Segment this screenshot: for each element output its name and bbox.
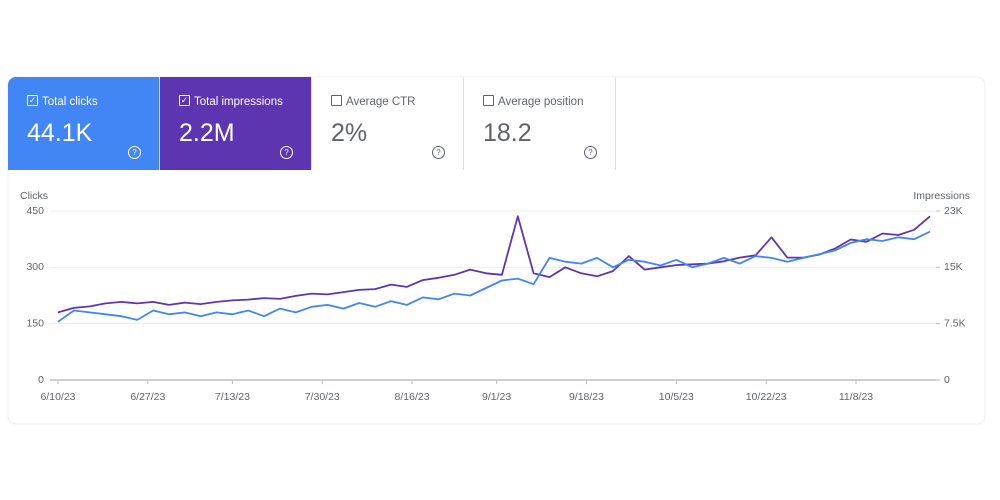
help-icon[interactable]: ? <box>280 146 293 159</box>
metric-label-text: Total impressions <box>194 96 283 108</box>
x-tick-label: 7/30/23 <box>305 391 340 403</box>
metric-label: Average position <box>483 95 584 108</box>
x-tick-label: 10/5/23 <box>659 391 694 403</box>
x-tick-label: 10/22/23 <box>746 391 787 403</box>
checkbox[interactable]: ✓ <box>27 95 38 106</box>
y-tick-label: 0 <box>38 374 44 386</box>
metric-value: 2.2M <box>179 119 235 147</box>
checkbox[interactable] <box>331 95 342 106</box>
y2-tick-label: 23K <box>944 205 963 217</box>
help-icon[interactable]: ? <box>432 146 445 159</box>
metric-value: 18.2 <box>483 119 532 147</box>
x-tick-label: 9/1/23 <box>482 391 511 403</box>
y2-tick-label: 7.5K <box>944 317 966 329</box>
metric-label: Average CTR <box>331 95 416 108</box>
y-axis-title: Clicks <box>20 190 48 202</box>
metric-label: ✓ Total clicks <box>27 95 98 108</box>
y2-tick-label: 0 <box>944 374 950 386</box>
metric-value: 44.1K <box>27 119 93 147</box>
metric-card[interactable]: Average position 18.2? <box>464 77 616 170</box>
y-tick-label: 450 <box>26 205 44 217</box>
y-tick-label: 300 <box>26 261 44 273</box>
x-tick-label: 8/16/23 <box>395 391 430 403</box>
y-tick-label: 150 <box>26 317 44 329</box>
series-line <box>57 215 931 314</box>
metric-card[interactable]: Average CTR 2%? <box>312 77 464 170</box>
help-icon[interactable]: ? <box>128 146 141 159</box>
x-tick-label: 7/13/23 <box>215 391 250 403</box>
metric-label-text: Average position <box>498 96 584 108</box>
checkbox[interactable] <box>483 95 494 106</box>
metric-label: ✓ Total impressions <box>179 95 283 108</box>
metric-label-text: Average CTR <box>346 96 416 108</box>
metric-card[interactable]: ✓ Total impressions 2.2M? <box>160 77 312 170</box>
checkbox[interactable]: ✓ <box>179 95 190 106</box>
series-line <box>57 230 931 323</box>
x-tick-label: 11/8/23 <box>839 391 873 403</box>
help-icon[interactable]: ? <box>584 146 597 159</box>
x-tick-label: 6/27/23 <box>130 391 165 403</box>
x-tick-label: 6/10/23 <box>40 391 75 403</box>
metric-value: 2% <box>331 119 368 147</box>
x-tick-label: 9/18/23 <box>569 391 604 403</box>
metric-card[interactable]: ✓ Total clicks 44.1K? <box>8 77 160 170</box>
y2-axis-title: Impressions <box>913 190 970 202</box>
metric-label-text: Total clicks <box>42 96 98 108</box>
y2-tick-label: 15K <box>944 261 963 273</box>
